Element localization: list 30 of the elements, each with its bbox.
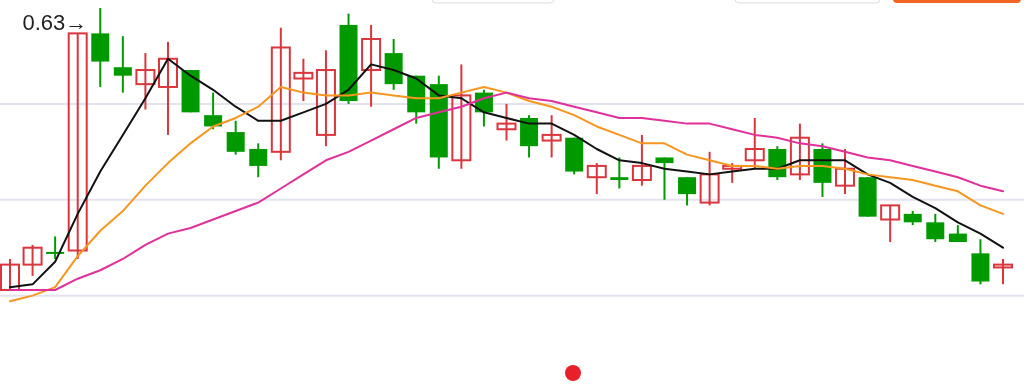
candlestick [631, 133, 652, 187]
candlestick [113, 35, 132, 94]
candlestick [361, 23, 382, 108]
candlestick [926, 212, 945, 244]
candlestick [226, 119, 245, 156]
candlestick [699, 150, 720, 207]
annotation: 0.63→ [22, 10, 88, 35]
candlestick [135, 52, 156, 111]
candlestick [0, 257, 20, 291]
candlestick [586, 162, 607, 196]
candlestick [67, 32, 88, 260]
candlestick [655, 156, 674, 201]
candlestick [678, 176, 697, 207]
candlestick [270, 26, 291, 162]
candlestick [541, 114, 562, 159]
candlestick [496, 102, 517, 142]
candlestick [744, 116, 765, 170]
candlestick [204, 91, 223, 131]
candlestick [789, 122, 810, 182]
candlestick [157, 40, 178, 136]
candlestick [993, 257, 1013, 286]
candlestick [610, 156, 629, 190]
candlestick [722, 162, 743, 184]
candlestick [293, 57, 314, 103]
candlestick [880, 204, 901, 244]
candlestick [835, 148, 856, 196]
candlestick [315, 49, 336, 148]
candlestick [22, 243, 43, 277]
candlestick [249, 142, 268, 179]
candlestick [451, 63, 472, 170]
